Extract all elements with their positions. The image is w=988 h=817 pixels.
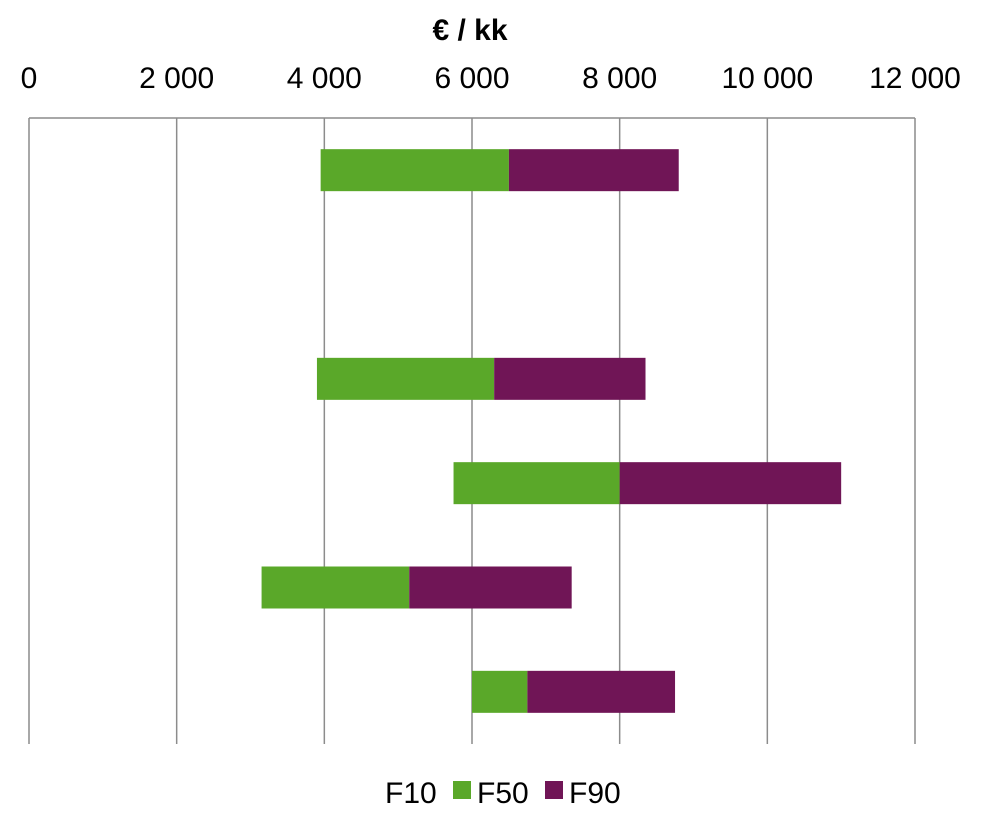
bar-f50 <box>261 566 410 609</box>
bar-f90 <box>619 462 842 505</box>
x-tick-label: 2 000 <box>139 62 214 95</box>
bar-f50 <box>472 670 528 713</box>
bar-f50 <box>320 149 509 192</box>
legend-label-f90: F90 <box>569 777 621 810</box>
x-tick-label: 12 000 <box>869 62 961 95</box>
bar-f50 <box>316 357 495 400</box>
legend-label-f10: F10 <box>385 777 437 810</box>
legend-swatch-f50 <box>453 781 471 799</box>
x-tick-labels: 0 2 000 4 000 6 000 8 000 10 000 12 000 <box>21 62 961 95</box>
bar-f50 <box>453 462 620 505</box>
x-axis-title: € / kk <box>432 14 507 47</box>
x-tick-label: 10 000 <box>721 62 813 95</box>
bar-f90 <box>527 670 676 713</box>
legend: F10 F50 F90 <box>385 777 621 810</box>
legend-swatch-f90 <box>545 781 563 799</box>
legend-label-f50: F50 <box>477 777 529 810</box>
bar-f90 <box>409 566 572 609</box>
x-tick-label: 6 000 <box>434 62 509 95</box>
gridlines <box>28 117 916 744</box>
bars <box>261 149 842 713</box>
bar-f90 <box>494 357 646 400</box>
x-tick-label: 0 <box>21 62 38 95</box>
x-tick-label: 8 000 <box>582 62 657 95</box>
bar-f90 <box>508 149 679 192</box>
x-tick-label: 4 000 <box>287 62 362 95</box>
